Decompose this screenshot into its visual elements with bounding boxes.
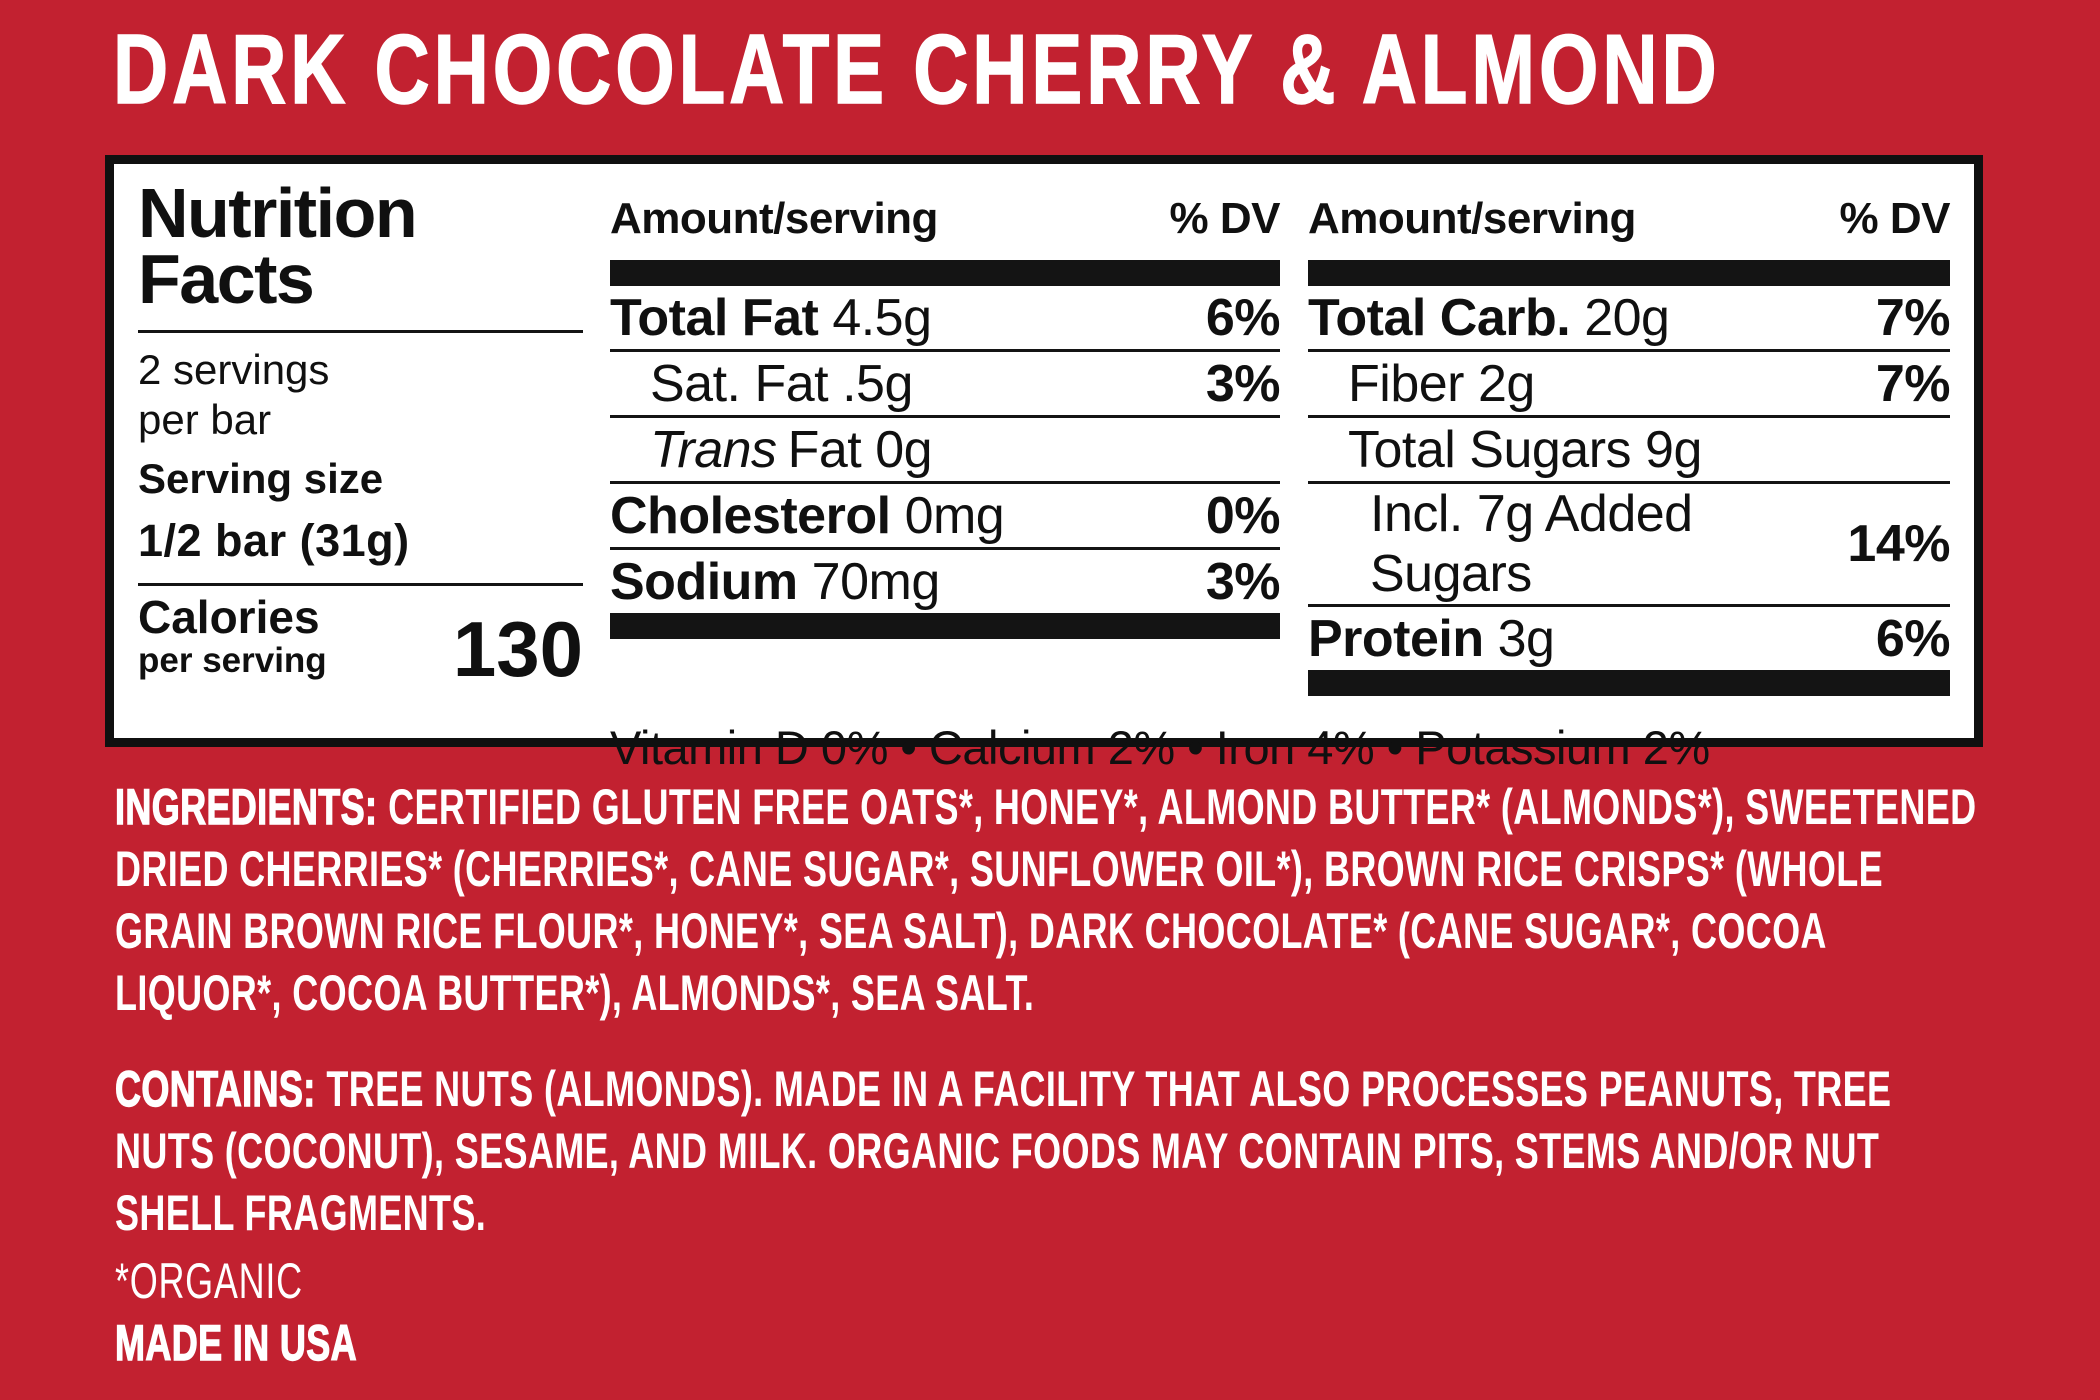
thick-separator-bar — [1308, 670, 1950, 696]
nutrition-facts-panel: Nutrition Facts 2 servings per bar Servi… — [105, 155, 1983, 774]
organic-footnote: *ORGANIC — [115, 1253, 303, 1309]
nutrient-label: Total Fat — [610, 288, 819, 347]
servings-per-container: 2 servings per bar — [138, 345, 583, 445]
contains-text: TREE NUTS (ALMONDS). MADE IN A FACILITY … — [115, 1061, 1892, 1241]
nutrient-value: 9g — [1645, 420, 1702, 479]
micronutrients-line: Vitamin D 0% • Calcium 2% • Iron 4% • Po… — [610, 721, 1710, 774]
nutrient-row-cholesterol: Cholesterol 0mg 0% — [610, 481, 1281, 547]
ingredients-lead: INGREDIENTS: — [114, 778, 378, 835]
thick-separator-bar — [610, 613, 1280, 639]
nutrient-column-fat-sodium: Amount/serving % DV Total Fat 4.5g 6% Sa… — [610, 180, 1281, 696]
nutrient-value: 4.5g — [832, 288, 932, 347]
calories-label: Calories — [138, 591, 320, 643]
nutrient-label: Total Carb. — [1308, 288, 1571, 347]
nutrient-dv: 7% — [1875, 288, 1951, 347]
heading-line-2: Facts — [138, 240, 315, 318]
nutrient-rows: Total Carb. 20g 7% Fiber 2g 7% Total Sug… — [1308, 286, 1951, 670]
calories-sublabel: per serving — [138, 641, 327, 680]
nutrient-row-protein: Protein 3g 6% — [1308, 604, 1951, 670]
thick-separator-bar — [610, 260, 1280, 286]
nutrient-dv: 0% — [1205, 486, 1281, 545]
nutrient-row-total-carb: Total Carb. 20g 7% — [1308, 286, 1951, 349]
amount-per-serving-header: Amount/serving — [610, 194, 938, 243]
nutrition-facts-heading: Nutrition Facts — [138, 174, 583, 318]
nutrient-value: 70mg — [811, 552, 941, 611]
nutrient-row-trans-fat: Trans Fat 0g — [610, 415, 1280, 481]
nutrient-row-sat-fat: Sat. Fat .5g 3% — [610, 349, 1281, 415]
nutrient-value: .5g — [842, 354, 913, 413]
heading-line-1: Nutrition — [138, 174, 418, 252]
nutrient-value: 0g — [875, 420, 933, 479]
nutrient-value: 3g — [1497, 609, 1555, 668]
divider-rule — [138, 583, 583, 586]
percent-dv-header: % DV — [1839, 194, 1951, 243]
nutrient-label-italic: Trans — [650, 420, 777, 479]
nutrient-label: Total Sugars — [1348, 420, 1632, 479]
contains-lead: CONTAINS: — [114, 1060, 316, 1117]
servings-line-2: per bar — [138, 396, 272, 443]
ingredients-paragraph: INGREDIENTS: CERTIFIED GLUTEN FREE OATS*,… — [114, 776, 1987, 1024]
serving-size-value: 1/2 bar (31g) — [138, 515, 410, 566]
panel-right-area: Amount/serving % DV Total Fat 4.5g 6% Sa… — [610, 180, 1951, 774]
nutrient-column-carb-protein: Amount/serving % DV Total Carb. 20g 7% F… — [1308, 180, 1951, 696]
nutrient-label: Cholesterol — [610, 486, 891, 545]
nutrient-row-sodium: Sodium 70mg 3% — [610, 547, 1281, 613]
nutrient-dv: 3% — [1205, 552, 1281, 611]
nutrient-label: Fiber — [1348, 354, 1464, 413]
amount-per-serving-header: Amount/serving — [1308, 194, 1636, 243]
nutrient-label: Protein — [1308, 609, 1484, 668]
nutrient-value: 0mg — [904, 486, 1005, 545]
nutrient-dv: 3% — [1205, 354, 1281, 413]
contains-paragraph: CONTAINS: TREE NUTS (ALMONDS). MADE IN A … — [114, 1058, 1987, 1244]
calories-labels: Calories per serving — [138, 594, 327, 682]
servings-line-1: 2 servings — [138, 346, 330, 393]
calories-block: Calories per serving 130 — [138, 594, 583, 693]
nutrient-label: Fat — [787, 420, 862, 479]
nutrient-dv: 6% — [1205, 288, 1281, 347]
thick-separator-bar — [1308, 260, 1950, 286]
panel-left-column: Nutrition Facts 2 servings per bar Servi… — [138, 174, 583, 720]
divider-rule — [138, 330, 583, 333]
nutrient-row-fiber: Fiber 2g 7% — [1308, 349, 1951, 415]
made-in-usa-note: MADE IN USA — [114, 1314, 357, 1371]
nutrient-columns: Amount/serving % DV Total Fat 4.5g 6% Sa… — [610, 180, 1951, 696]
nutrient-dv: 6% — [1875, 609, 1951, 668]
serving-size-label: Serving size — [138, 455, 384, 502]
nutrient-value: 20g — [1584, 288, 1670, 347]
nutrient-rows: Total Fat 4.5g 6% Sat. Fat .5g 3% Trans … — [610, 286, 1281, 613]
nutrient-row-total-fat: Total Fat 4.5g 6% — [610, 286, 1281, 349]
nutrient-row-total-sugars: Total Sugars 9g — [1308, 415, 1950, 481]
column-header: Amount/serving % DV — [610, 194, 1281, 244]
nutrient-label: Sodium — [610, 552, 798, 611]
ingredients-text: CERTIFIED GLUTEN FREE OATS*, HONEY*, ALM… — [115, 779, 1977, 1021]
nutrient-dv: 14% — [1847, 515, 1950, 573]
nutrient-row-added-sugars: Incl. 7g Added Sugars 14% — [1308, 481, 1950, 604]
nutrient-label: Sat. Fat — [650, 354, 829, 413]
product-title: DARK CHOCOLATE CHERRY & ALMOND — [112, 14, 1721, 124]
nutrient-value: 2g — [1477, 354, 1535, 413]
calories-value: 130 — [452, 605, 583, 693]
nutrient-label: Incl. 7g Added Sugars — [1370, 485, 1693, 603]
nutrient-dv: 7% — [1875, 354, 1951, 413]
column-header: Amount/serving % DV — [1308, 194, 1951, 244]
percent-dv-header: % DV — [1169, 194, 1281, 243]
